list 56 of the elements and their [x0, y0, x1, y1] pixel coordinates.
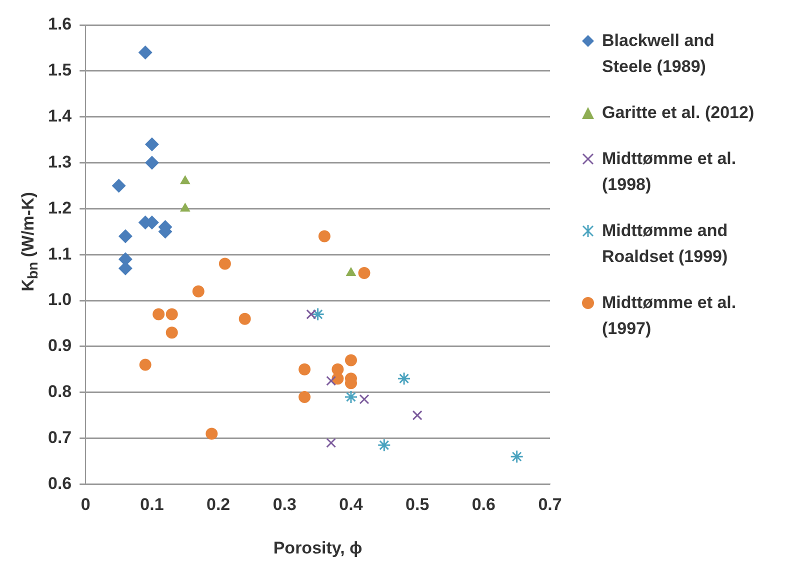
y-tick-label: 1.0	[48, 290, 72, 310]
point	[326, 376, 336, 386]
point	[359, 394, 370, 404]
x-axis-title: Porosity, ϕ	[273, 538, 363, 558]
point	[344, 390, 358, 404]
point	[238, 312, 251, 325]
y-tick-label: 1.6	[48, 14, 72, 34]
point	[397, 372, 411, 386]
point	[206, 428, 218, 440]
y-tick-label: 0.7	[48, 428, 72, 447]
point	[152, 308, 165, 320]
point	[332, 372, 344, 385]
legend-label: Midttømme et al. (1997)	[602, 292, 738, 340]
point	[377, 438, 391, 452]
point	[112, 178, 126, 193]
point	[311, 308, 325, 322]
legend-label: Midttømme and Roaldset (1999)	[602, 220, 729, 268]
point	[218, 258, 231, 270]
point	[412, 410, 422, 420]
point	[192, 285, 204, 298]
point	[358, 266, 370, 279]
y-tick-label: 1.2	[48, 198, 72, 218]
y-tick-label: 1.5	[48, 60, 72, 80]
y-tick-label: 1.3	[48, 152, 72, 172]
legend-label: Garitte et al. (2012)	[602, 102, 754, 124]
x-tick-label: 0	[80, 495, 90, 514]
point	[166, 326, 178, 339]
point	[298, 363, 311, 376]
point	[118, 229, 132, 244]
point	[180, 175, 190, 184]
y-tick-label: 0.8	[48, 382, 72, 402]
point	[298, 390, 311, 403]
point	[138, 46, 152, 60]
legend-label: Midttømme et al. (1998)	[602, 148, 738, 196]
x-tick-label: 0.5	[406, 495, 430, 514]
legend-label: Blackwell and Steele (1989)	[602, 30, 716, 78]
point	[326, 438, 336, 448]
x-tick-label: 0.1	[140, 495, 164, 514]
point	[306, 309, 316, 320]
x-tick-label: 0.3	[272, 495, 296, 514]
point	[344, 354, 357, 366]
x-tick-label: 0.2	[206, 495, 230, 514]
point	[318, 230, 330, 242]
point	[144, 137, 159, 152]
x-tick-label: 0.7	[538, 495, 562, 514]
y-tick-label: 0.6	[48, 474, 72, 493]
point	[180, 202, 190, 212]
x-tick-label: 0.6	[472, 495, 496, 514]
y-tick-label: 1.1	[48, 244, 72, 264]
y-tick-label: 1.4	[48, 106, 72, 126]
point	[166, 308, 178, 320]
point	[510, 450, 524, 464]
point	[144, 156, 159, 170]
point	[139, 358, 152, 371]
y-tick-label: 0.9	[48, 336, 72, 356]
x-tick-label: 0.4	[339, 495, 364, 514]
